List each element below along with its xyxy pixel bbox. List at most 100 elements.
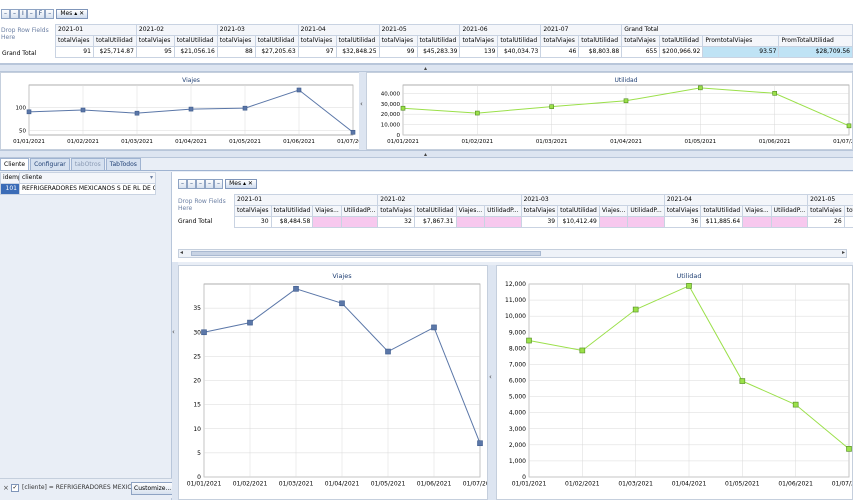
measure-header-viajes-pct[interactable]: Viajes...	[312, 205, 342, 217]
cell-viajes[interactable]: 26	[807, 216, 845, 228]
cell-pct[interactable]	[340, 216, 379, 228]
pivot2-btn-1[interactable]: –	[178, 179, 187, 189]
measure-header-viajes[interactable]: totalViajes	[520, 205, 559, 217]
measure-header-utilidad-pct[interactable]: UtilidadP...	[627, 205, 665, 217]
period-header[interactable]: 2021-01	[233, 194, 379, 206]
data-point[interactable]	[296, 87, 302, 93]
collapse-left-icon-2[interactable]: ‹	[489, 373, 492, 381]
measure-header-utilidad[interactable]: totalUtilidad	[497, 35, 542, 47]
data-point[interactable]	[846, 446, 852, 452]
tab-configurar[interactable]: Configurar	[30, 158, 70, 170]
measure-header-viajes[interactable]: totalViajes	[621, 35, 661, 47]
measure-header-utilidad[interactable]: totalUtilidad	[92, 35, 137, 47]
measure-header-utilidad[interactable]: totalUtilidad	[578, 35, 623, 47]
pivot-btn-3[interactable]: I	[19, 9, 27, 19]
period-header[interactable]: 2021-02	[135, 24, 218, 36]
data-point[interactable]	[475, 110, 480, 116]
cell-viajes[interactable]: 97	[297, 46, 337, 58]
data-point[interactable]	[293, 286, 299, 292]
pivot-btn-4[interactable]: –	[26, 9, 36, 19]
cell-utilidad[interactable]: $27,205.63	[254, 46, 299, 58]
vertical-splitter-left[interactable]: ‹	[172, 262, 178, 500]
measure-header-viajes[interactable]: totalViajes	[540, 35, 580, 47]
pivot2-btn-3[interactable]: –	[196, 179, 205, 189]
measure-header-viajes-pct[interactable]: Viajes...	[455, 205, 486, 217]
measure-header-utilidad[interactable]: totalUtilidad	[254, 35, 299, 47]
cell-utilidad[interactable]: $32,848.25	[335, 46, 380, 58]
measure-header-viajes[interactable]: totalViajes	[807, 205, 845, 217]
period-header[interactable]: 2021-03	[216, 24, 299, 36]
cell-id[interactable]: 101	[0, 183, 20, 195]
data-point[interactable]	[134, 110, 140, 116]
cell-prom-viajes[interactable]: 93.57	[702, 46, 780, 58]
horizontal-splitter-middle[interactable]: ▴	[0, 150, 853, 158]
measure-header-utilidad-pct[interactable]: UtilidadP...	[484, 205, 522, 217]
period-header[interactable]: 2021-04	[663, 194, 809, 206]
data-point[interactable]	[526, 337, 532, 344]
cell-utilidad[interactable]: $25,714.87	[92, 46, 137, 58]
measure-header-viajes[interactable]: totalViajes	[459, 35, 499, 47]
measure-header-utilidad[interactable]: totalUtilidad	[700, 205, 744, 217]
data-point[interactable]	[686, 283, 692, 289]
measure-header-utilidad[interactable]: totalUtilidad	[413, 205, 457, 217]
table-row[interactable]: 101 REFRIGERADORES MEXICANOS S DE RL DE …	[0, 183, 156, 195]
cell-viajes[interactable]: 91	[55, 46, 94, 58]
cell-utilidad[interactable]: $10,412.49	[557, 216, 600, 228]
measure-header-prom-utilidad[interactable]: PromTotalUtilidad	[778, 35, 853, 47]
pivot-btn-6[interactable]: –	[45, 9, 55, 19]
cell-utilidad[interactable]: $8,803.88	[578, 46, 623, 58]
tab-cliente[interactable]: Cliente	[0, 158, 30, 170]
cell-utilidad[interactable]: $5,965.69	[843, 216, 853, 228]
collapse-up-icon-2[interactable]: ▴	[424, 151, 428, 158]
measure-header-viajes[interactable]: totalViajes	[234, 205, 272, 217]
data-point[interactable]	[339, 300, 345, 307]
vertical-splitter-bottom[interactable]: ‹	[488, 265, 496, 500]
measure-header-utilidad[interactable]: totalUtilidad	[843, 205, 853, 217]
period-header[interactable]: 2021-02	[377, 194, 522, 206]
cell-utilidad[interactable]: $21,056.16	[173, 46, 218, 58]
period-header[interactable]: 2021-06	[459, 24, 542, 36]
cell-viajes[interactable]: 88	[216, 46, 256, 58]
data-point[interactable]	[26, 109, 32, 115]
measure-header-utilidad[interactable]: totalUtilidad	[335, 35, 380, 47]
tab-todos[interactable]: TabTodos	[105, 158, 141, 170]
scroll-left-icon[interactable]: ◂	[180, 249, 184, 256]
period-header[interactable]: 2021-07	[540, 24, 623, 36]
col-header-cliente[interactable]: cliente ▾	[19, 172, 156, 184]
cell-utilidad[interactable]: $8,484.58	[270, 216, 314, 228]
cell-utilidad[interactable]: $40,034.73	[497, 46, 542, 58]
vertical-splitter-top[interactable]: ‹	[359, 72, 367, 150]
expand-left-icon[interactable]: ‹	[172, 328, 175, 336]
data-point[interactable]	[201, 329, 207, 336]
filter-enabled-checkbox[interactable]: ✓	[11, 484, 19, 492]
data-point[interactable]	[549, 104, 554, 109]
horizontal-scrollbar[interactable]: ◂ ▸	[178, 249, 847, 258]
cell-pct[interactable]	[742, 216, 772, 228]
measure-header-utilidad[interactable]: totalUtilidad	[659, 35, 704, 47]
measure-header-viajes[interactable]: totalViajes	[216, 35, 256, 47]
field-mes-button[interactable]: Mes ▴ ✕	[56, 9, 89, 19]
col-header-idempr[interactable]: idempr	[0, 172, 20, 184]
pivot2-btn-4[interactable]: –	[205, 179, 214, 189]
cell-viajes[interactable]: 36	[663, 216, 702, 228]
pivot-btn-5[interactable]: F	[35, 9, 46, 19]
measure-header-viajes-pct[interactable]: Viajes...	[742, 205, 772, 217]
scroll-right-icon[interactable]: ▸	[841, 249, 845, 256]
period-header[interactable]: Grand Total	[621, 24, 853, 36]
measure-header-prom-viajes[interactable]: PromtotalViajes	[702, 35, 780, 47]
filter-icon[interactable]: ▾	[149, 174, 153, 181]
measure-header-utilidad[interactable]: totalUtilidad	[270, 205, 314, 217]
pivot2-btn-5[interactable]: –	[214, 179, 223, 189]
data-point[interactable]	[698, 85, 703, 91]
cell-prom-utilidad[interactable]: $28,709.56	[778, 46, 853, 58]
period-header[interactable]: 2021-05	[378, 24, 461, 36]
measure-header-viajes-pct[interactable]: Viajes...	[598, 205, 629, 217]
measure-header-viajes[interactable]: totalViajes	[663, 205, 702, 217]
cell-viajes[interactable]: 99	[378, 46, 418, 58]
measure-header-utilidad-pct[interactable]: UtilidadP...	[340, 205, 379, 217]
period-header[interactable]: 2021-04	[297, 24, 380, 36]
measure-header-viajes[interactable]: totalViajes	[297, 35, 337, 47]
measure-header-viajes[interactable]: totalViajes	[135, 35, 175, 47]
cell-viajes[interactable]: 39	[520, 216, 559, 228]
filter-expression[interactable]: [cliente] = REFRIGERADORES MEXICANC	[22, 484, 145, 491]
